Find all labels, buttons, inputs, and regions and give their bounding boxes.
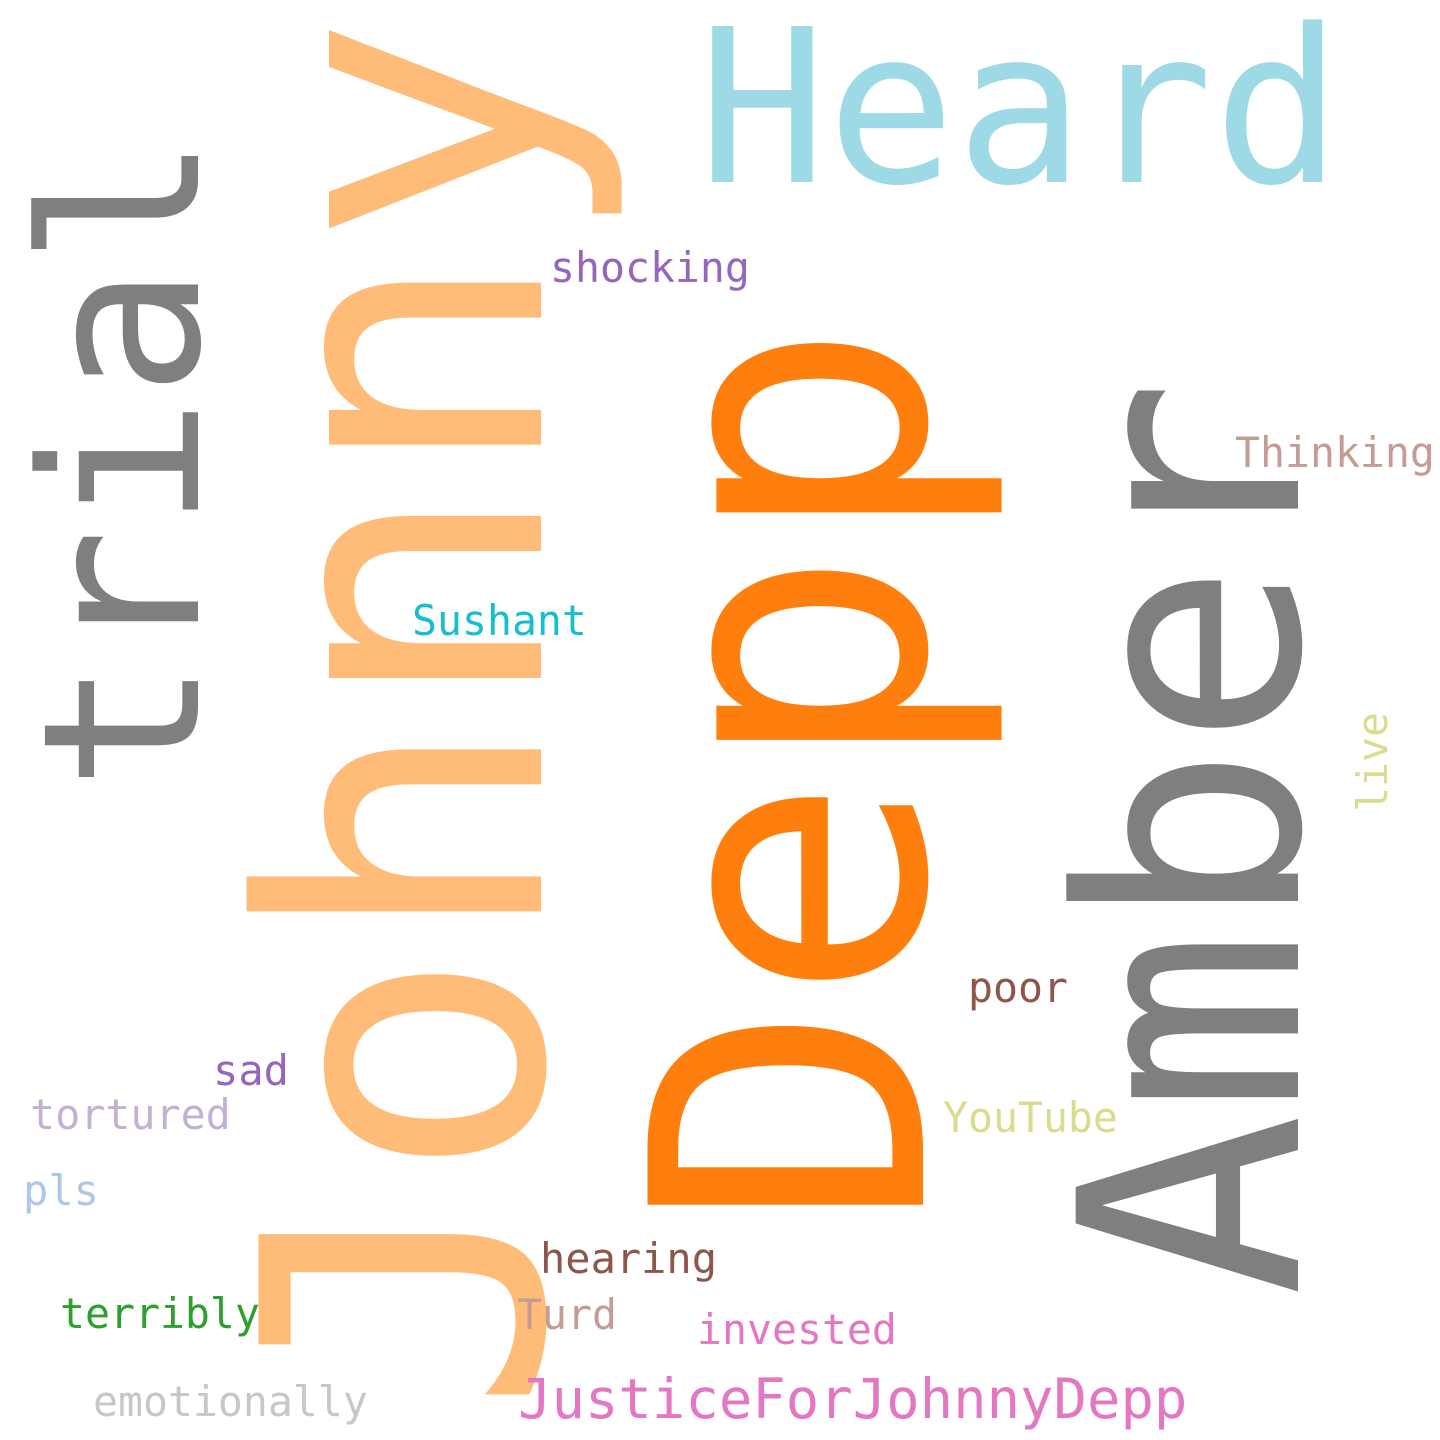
word-justiceforjohnnydepp: JusticeForJohnnyDepp (518, 1367, 1188, 1433)
word-tortured: tortured (30, 1089, 231, 1139)
word-heard: Heard (697, 0, 1343, 233)
word-shocking: shocking (550, 242, 750, 292)
word-turd: Turd (517, 1289, 617, 1339)
word-sushant: Sushant (412, 595, 587, 645)
word-emotionally: emotionally (93, 1377, 368, 1427)
word-amber: Amber (1015, 378, 1370, 1297)
word-johnny: Johnny (181, 14, 633, 1415)
word-live: live (1348, 712, 1398, 812)
word-poor: poor (968, 962, 1068, 1012)
word-thinking: Thinking (1235, 427, 1435, 477)
word-youtube: YouTube (943, 1092, 1118, 1142)
word-invested: invested (697, 1305, 897, 1355)
word-trial: trial (0, 134, 250, 791)
word-depp: Depp (573, 319, 1013, 1230)
word-sad: sad (213, 1045, 290, 1095)
word-hearing: hearing (540, 1234, 718, 1283)
word-terribly: terribly (60, 1289, 260, 1339)
word-pls: pls (23, 1165, 100, 1215)
